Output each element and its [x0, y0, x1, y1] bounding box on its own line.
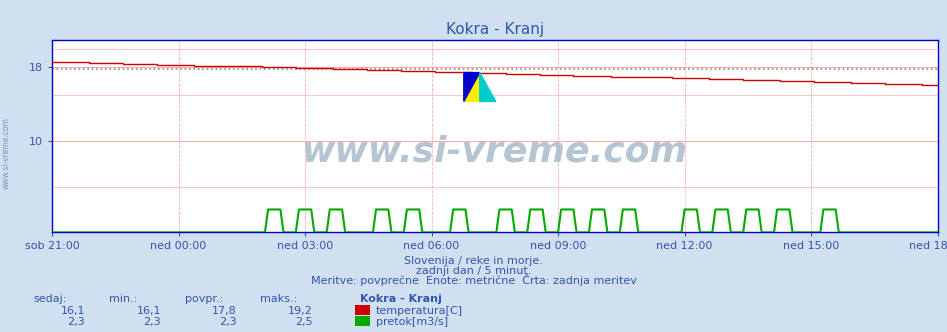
Text: 19,2: 19,2	[288, 306, 313, 316]
Text: 17,8: 17,8	[212, 306, 237, 316]
Text: 2,5: 2,5	[295, 317, 313, 327]
Text: Meritve: povprečne  Enote: metrične  Črta: zadnja meritev: Meritve: povprečne Enote: metrične Črta:…	[311, 274, 636, 286]
Text: www.si-vreme.com: www.si-vreme.com	[302, 134, 688, 169]
Text: www.si-vreme.com: www.si-vreme.com	[2, 117, 11, 189]
Text: Slovenija / reke in morje.: Slovenija / reke in morje.	[404, 256, 543, 266]
Title: Kokra - Kranj: Kokra - Kranj	[446, 22, 544, 37]
Polygon shape	[464, 73, 480, 102]
Text: 16,1: 16,1	[136, 306, 161, 316]
Text: Kokra - Kranj: Kokra - Kranj	[360, 294, 441, 304]
Text: 2,3: 2,3	[67, 317, 85, 327]
Text: 16,1: 16,1	[61, 306, 85, 316]
Text: maks.:: maks.:	[260, 294, 297, 304]
Text: min.:: min.:	[109, 294, 137, 304]
Text: zadnji dan / 5 minut.: zadnji dan / 5 minut.	[416, 266, 531, 276]
Text: sedaj:: sedaj:	[33, 294, 66, 304]
Text: 2,3: 2,3	[219, 317, 237, 327]
Polygon shape	[464, 73, 480, 102]
Text: temperatura[C]: temperatura[C]	[376, 306, 463, 316]
Text: pretok[m3/s]: pretok[m3/s]	[376, 317, 448, 327]
Text: povpr.:: povpr.:	[185, 294, 223, 304]
Text: 2,3: 2,3	[143, 317, 161, 327]
Polygon shape	[480, 73, 495, 102]
